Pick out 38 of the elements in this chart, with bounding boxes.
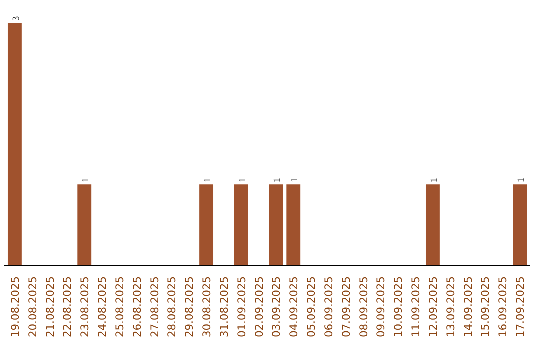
x-tick-label: 01.09.2025 xyxy=(235,276,248,338)
x-tick-label: 19.08.2025 xyxy=(8,276,22,338)
x-tick-label: 02.09.2025 xyxy=(252,276,266,338)
data-label: 1 xyxy=(517,178,528,183)
x-tick-label: 21.08.2025 xyxy=(44,276,57,338)
x-tick-label: 08.09.2025 xyxy=(357,276,370,338)
data-label: 1 xyxy=(430,178,440,183)
x-tick-label: 06.09.2025 xyxy=(322,276,336,338)
x-tick-label: 26.08.2025 xyxy=(130,276,144,338)
x-tick-label: 30.08.2025 xyxy=(200,276,214,338)
data-label: 1 xyxy=(204,178,214,183)
x-tick-label: 10.09.2025 xyxy=(392,276,406,338)
x-tick-label: 29.08.2025 xyxy=(183,276,196,338)
x-tick-label: 17.09.2025 xyxy=(514,276,528,338)
x-tick-label: 07.09.2025 xyxy=(340,276,353,338)
x-tick-label: 11.09.2025 xyxy=(410,276,423,338)
x-tick-label: 04.09.2025 xyxy=(288,276,301,338)
x-tick-label: 13.09.2025 xyxy=(444,276,458,338)
x-tick-label: 20.08.2025 xyxy=(26,276,40,338)
data-label: 1 xyxy=(82,178,92,183)
data-label: 3 xyxy=(12,16,22,22)
x-tick-label: 22.08.2025 xyxy=(61,276,74,338)
x-tick-label: 05.09.2025 xyxy=(305,276,318,338)
x-tick-label: 24.08.2025 xyxy=(96,276,110,338)
x-tick-label: 28.08.2025 xyxy=(166,276,179,338)
x-tick-label: 03.09.2025 xyxy=(270,276,284,338)
x-tick-label: 09.09.2025 xyxy=(374,276,388,338)
data-label: 1 xyxy=(273,178,284,183)
x-tick-label: 14.09.2025 xyxy=(462,276,475,338)
x-tick-label: 15.09.2025 xyxy=(479,276,492,338)
x-tick-label: 25.08.2025 xyxy=(113,276,126,338)
x-tick-label: 23.08.2025 xyxy=(78,276,92,338)
data-label: 1 xyxy=(238,178,248,183)
data-label: 1 xyxy=(290,178,301,183)
x-tick-label: 12.09.2025 xyxy=(426,276,440,338)
x-tick-label: 31.08.2025 xyxy=(218,276,231,338)
x-tick-label: 27.08.2025 xyxy=(148,276,162,338)
x-tick-label: 16.09.2025 xyxy=(496,276,510,338)
